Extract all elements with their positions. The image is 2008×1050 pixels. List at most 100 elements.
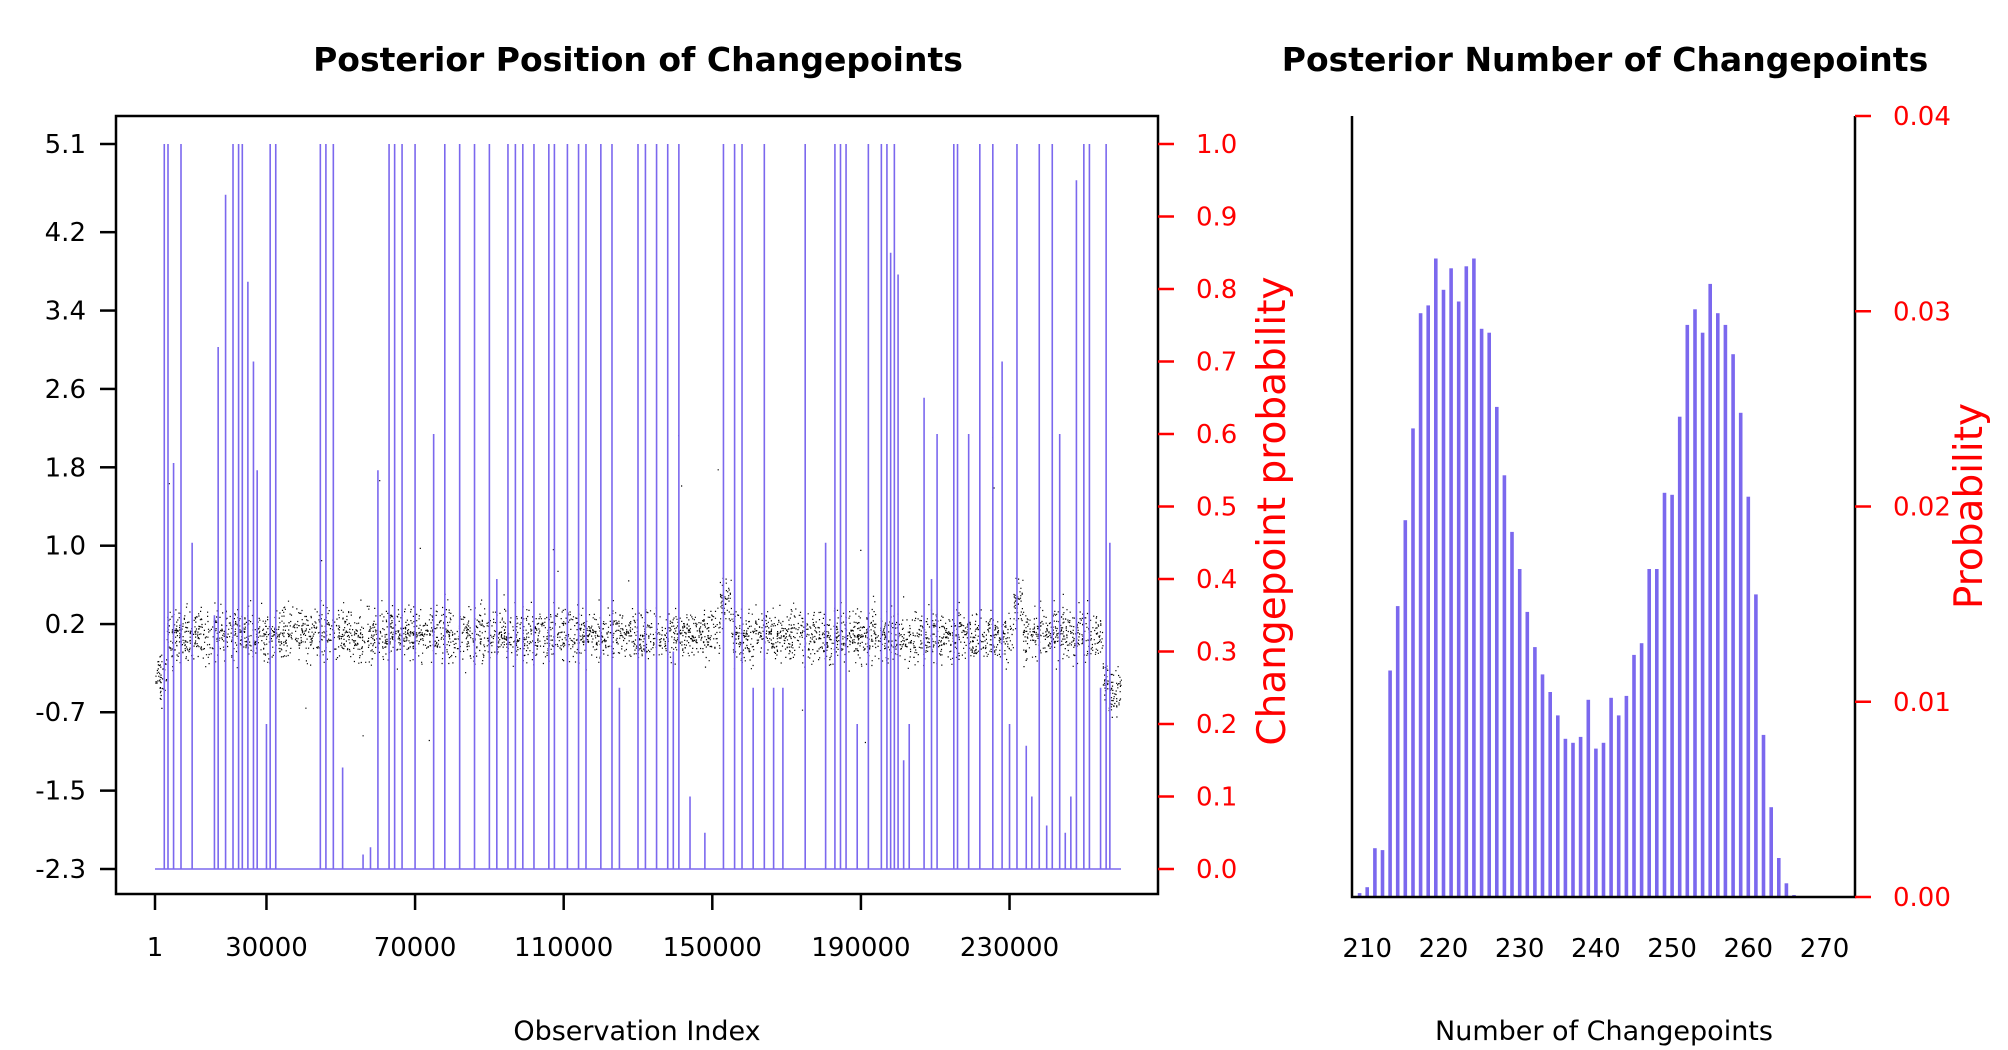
left-y-tick-label: -2.3 [35,855,86,885]
left-x-axis: 1 30000 70000 110000 150000 190000 230000 [147,894,1059,963]
left-y-tick-label: 2.6 [45,375,86,405]
count-bar [1677,416,1682,897]
count-bar [1517,569,1522,897]
right-right-tick-label: 0.00 [1893,883,1951,913]
count-bar [1586,699,1591,897]
count-bar [1411,428,1415,897]
changepoint-count-panel: Posterior Number of Changepoints 210 220 2… [1282,40,1992,1047]
count-bar [1540,674,1545,897]
count-bar [1487,332,1491,897]
count-bar [1746,496,1751,897]
right-right-tick-label: 0.02 [1893,493,1951,523]
right-x-axis: 210 220 230 240 250 260 270 [1342,934,1849,964]
count-bar [1685,324,1690,897]
count-bar [1472,258,1476,897]
left-right-tick-label: 1.0 [1196,130,1237,160]
changepoint-probability-lines [155,144,1121,870]
left-y-tick-label: 3.4 [45,297,86,327]
count-bar [1426,305,1430,897]
right-right-axis: 0.00 0.01 0.02 0.03 0.04 [1855,102,1951,913]
left-right-axis-label: Changepoint probability [1250,276,1295,745]
left-x-tick-label: 150000 [663,933,762,963]
count-bar [1556,715,1560,897]
left-x-tick-label: 70000 [374,933,457,963]
right-x-tick-label: 220 [1419,934,1469,964]
count-bar [1456,301,1461,897]
count-bar [1403,520,1408,897]
right-x-tick-label: 210 [1342,934,1392,964]
count-bar [1609,697,1613,897]
count-bar [1761,734,1766,897]
count-bar [1464,266,1469,897]
left-right-tick-label: 0.8 [1196,275,1237,305]
count-bar [1373,848,1377,897]
count-bar [1708,283,1712,897]
count-bar [1495,406,1499,897]
count-bar [1395,606,1400,897]
right-x-tick-label: 240 [1571,934,1621,964]
count-bar [1418,313,1423,897]
left-right-axis: 0.0 0.1 0.2 0.3 0.4 0.5 0.6 0.7 0.8 0.9 1.0 [1158,130,1237,885]
right-right-axis-label: Probability [1947,403,1992,609]
left-y-tick-label: 0.2 [45,610,86,640]
left-x-axis-label: Observation Index [513,1016,760,1047]
right-x-tick-label: 260 [1723,934,1773,964]
count-bar [1533,647,1537,897]
count-bar [1563,738,1568,897]
right-x-axis-label: Number of Changepoints [1435,1016,1773,1047]
count-bar [1754,594,1758,897]
count-bar [1662,492,1667,897]
count-bar [1441,289,1446,897]
count-bar [1655,569,1659,897]
count-bar [1693,309,1697,897]
count-bar [1731,354,1735,897]
count-bar [1769,807,1773,897]
count-bar [1357,893,1362,897]
left-y-tick-label: 1.0 [45,532,86,562]
count-bar [1571,742,1575,897]
left-chart-title: Posterior Position of Changepoints [313,40,963,79]
left-plot-frame [114,114,1160,896]
count-bar [1365,887,1369,897]
right-x-tick-label: 250 [1647,934,1697,964]
left-right-tick-label: 0.4 [1196,565,1237,595]
count-bar [1479,328,1484,897]
left-y-tick-label: 5.1 [45,130,86,160]
left-right-tick-label: 0.1 [1196,783,1237,813]
count-bar [1578,736,1583,897]
left-y-tick-label: 1.8 [45,453,86,483]
left-right-tick-label: 0.0 [1196,855,1237,885]
left-y-axis: -2.3 -1.5 -0.7 0.2 1.0 1.8 2.6 3.4 4.2 5.1 [35,130,116,885]
right-right-tick-label: 0.01 [1893,688,1951,718]
count-bar [1777,858,1781,897]
changepoint-position-panel: Posterior Position of Changepoints 1 3000… [35,40,1295,1047]
left-right-tick-label: 0.9 [1196,203,1237,233]
right-right-tick-label: 0.04 [1893,102,1951,132]
left-right-tick-label: 0.2 [1196,710,1237,740]
count-bar [1738,412,1743,897]
left-plot-marks [155,144,1123,870]
left-x-tick-label: 30000 [225,933,308,963]
left-right-tick-label: 0.6 [1196,420,1237,450]
count-bar [1449,268,1453,897]
right-x-tick-label: 270 [1800,934,1850,964]
count-bar [1632,654,1636,897]
count-bar [1784,883,1789,897]
count-bar [1525,611,1530,897]
count-bar [1716,313,1720,897]
count-bar [1548,692,1552,897]
count-bar [1616,715,1621,897]
left-x-tick-label: 1 [147,933,164,963]
right-x-tick-label: 230 [1495,934,1545,964]
count-bar [1700,332,1705,897]
left-right-tick-label: 0.5 [1196,493,1237,523]
left-right-tick-label: 0.7 [1196,348,1237,378]
left-x-tick-label: 230000 [960,933,1059,963]
left-x-tick-label: 190000 [811,933,910,963]
count-bar [1723,324,1728,897]
right-right-tick-label: 0.03 [1893,297,1951,327]
count-bar [1434,258,1438,897]
count-bar [1594,748,1598,897]
count-bar [1380,850,1385,897]
